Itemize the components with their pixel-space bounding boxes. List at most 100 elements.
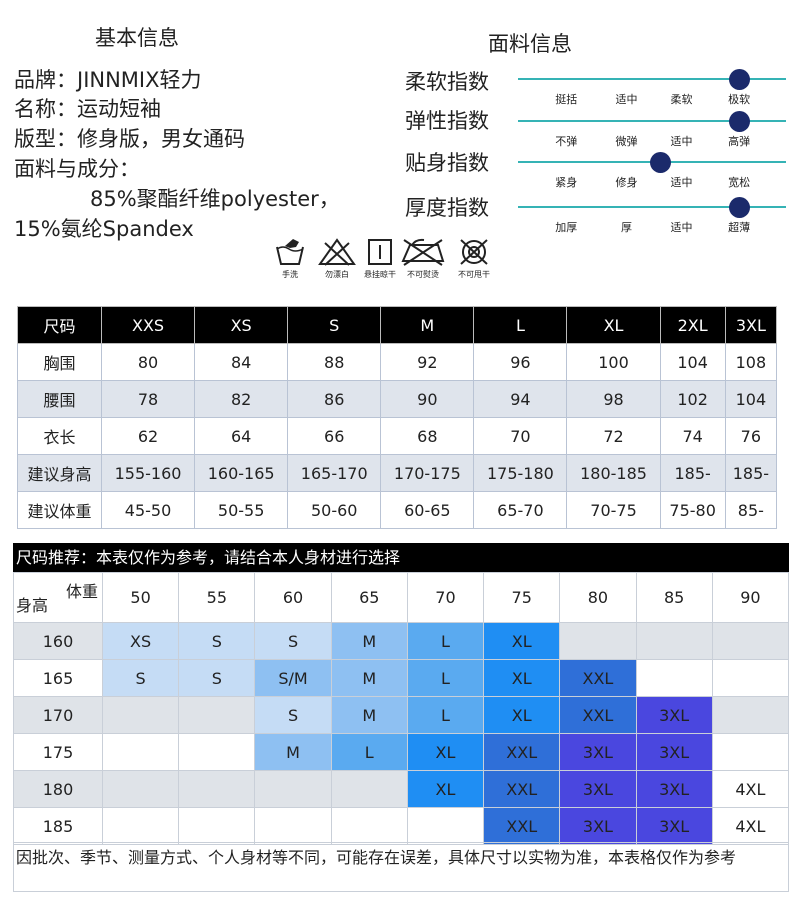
recommended-size-cell [559,622,637,660]
size-chart-row: 胸围 80 84 88 92 96 100 104 108 [17,343,778,381]
size-header-cell: S [287,306,382,344]
recommended-size-cell: M [330,696,408,734]
height-cell: 175 [13,733,103,771]
size-chart-row: 腰围 78 82 86 90 94 98 102 104 [17,380,778,418]
measurement-value: 86 [287,380,382,418]
disclaimer-note: 因批次、季节、测量方式、个人身材等不同，可能存在误差，具体尺寸以实物为准，本表格… [13,842,789,892]
measurement-value: 94 [473,380,568,418]
fabric-index-label: 柔软指数 [405,70,489,94]
fabric-index-marker [729,197,751,218]
recommended-size-cell [178,807,256,845]
recommended-size-cell: XL [483,659,561,697]
recommended-size-cell: S [178,659,256,697]
measurement-value: 75-80 [659,491,726,529]
fabric-index-scale [518,206,786,208]
weight-header-cell: 75 [483,572,561,623]
care-hang-dry: 悬挂晾干 [360,237,400,285]
recommended-size-cell [711,696,790,734]
measurement-value: 50-60 [287,491,382,529]
size-chart-row: 衣长 62 64 66 68 70 72 74 76 [17,417,778,455]
size-recommendation-title: 尺码推荐：本表仅作为参考，请结合本人身材进行选择 [13,543,789,572]
fabric-index-tick-label: 厚 [621,221,633,234]
fabric-index-ticks: 加厚 厚 适中 超薄 [518,219,786,235]
product-name-line: 名称：运动短袖 [14,97,161,121]
hand-wash-icon [276,239,304,265]
measurement-value: 72 [566,417,661,455]
height-cell: 170 [13,696,103,734]
height-cell: 180 [13,770,103,808]
hang-dry-label: 悬挂晾干 [364,270,396,279]
recommended-size-cell: XL [406,733,485,771]
measurement-value: 100 [566,343,661,381]
measurement-value: 88 [287,343,382,381]
height-row: 170 S M L XL XXL 3XL [13,696,790,734]
size-header-cell: L [473,306,568,344]
recommended-size-cell: 3XL [635,770,713,808]
measurement-value: 175-180 [473,454,568,492]
size-header-cell: XXS [100,306,196,344]
fabric-info-heading: 面料信息 [488,32,572,56]
weight-header-cell: 85 [635,572,713,623]
recommended-size-cell: XXL [559,696,637,734]
measurement-value: 80 [100,343,196,381]
weight-header-cell: 50 [101,572,180,623]
recommended-size-cell: XL [483,622,561,660]
recommended-size-cell: 3XL [559,733,637,771]
recommended-size-cell: S [254,696,332,734]
recommended-size-cell: M [330,659,408,697]
measurement-value: 155-160 [100,454,196,492]
no-bleach-icon [318,238,356,266]
measurement-value: 185- [659,454,726,492]
measurement-value: 104 [724,380,778,418]
care-hand-wash: 手洗 [274,237,306,285]
recommended-size-cell: 4XL [711,770,790,808]
weight-header-cell: 90 [711,572,790,623]
weight-header-cell: 65 [330,572,408,623]
recommended-size-cell: XXL [483,807,561,845]
weight-axis-label: 体重 [65,582,98,601]
recommended-size-cell: S [101,659,180,697]
measurement-value: 170-175 [380,454,475,492]
fabric-index-marker [729,111,751,132]
height-row: 160 XS S S M L XL [13,622,790,660]
measurement-value: 65-70 [473,491,568,529]
size-header-cell: M [380,306,475,344]
measurement-value: 62 [100,417,196,455]
measurement-value: 96 [473,343,568,381]
composition-polyester: 85%聚酯纤维polyester， [90,187,340,211]
weight-header-cell: 60 [254,572,332,623]
measurement-value: 70 [473,417,568,455]
weight-header-cell: 55 [178,572,256,623]
fabric-index-tick-label: 极软 [728,93,751,106]
care-no-bleach: 勿漂白 [316,237,358,285]
recommended-size-cell: 3XL [559,770,637,808]
measurement-label: 建议身高 [17,454,102,492]
recommended-size-cell [711,733,790,771]
recommended-size-cell [178,733,256,771]
no-tumble-dry-icon [460,239,488,265]
size-chart: 尺码 XXS XS S M L XL 2XL 3XL 胸围 80 84 88 92 96 100 104 108… [17,306,778,529]
fabric-index-tick-label: 适中 [615,93,638,106]
measurement-value: 108 [724,343,778,381]
measurement-value: 70-75 [566,491,661,529]
measurement-value: 98 [566,380,661,418]
measurement-value: 76 [724,417,778,455]
recommended-size-cell: 3XL [559,807,637,845]
care-no-tumble: 不可甩干 [450,237,498,285]
fabric-index-tick-label: 适中 [670,176,693,189]
height-cell: 185 [13,807,103,845]
fabric-index-scale [518,120,786,122]
recommended-size-cell: 3XL [635,807,713,845]
care-no-iron: 不可熨烫 [400,237,446,285]
recommended-size-cell: 3XL [635,696,713,734]
size-header-cell: 2XL [659,306,726,344]
height-row: 185 XXL 3XL 3XL 4XL [13,807,790,845]
measurement-value: 165-170 [287,454,382,492]
no-iron-label: 不可熨烫 [407,270,439,279]
recommended-size-cell: M [330,622,408,660]
measurement-value: 180-185 [566,454,661,492]
recommended-size-cell [406,807,485,845]
fabric-index-ticks: 挺括 适中 柔软 极软 [518,91,786,107]
measurement-value: 90 [380,380,475,418]
weight-header-cell: 80 [559,572,637,623]
